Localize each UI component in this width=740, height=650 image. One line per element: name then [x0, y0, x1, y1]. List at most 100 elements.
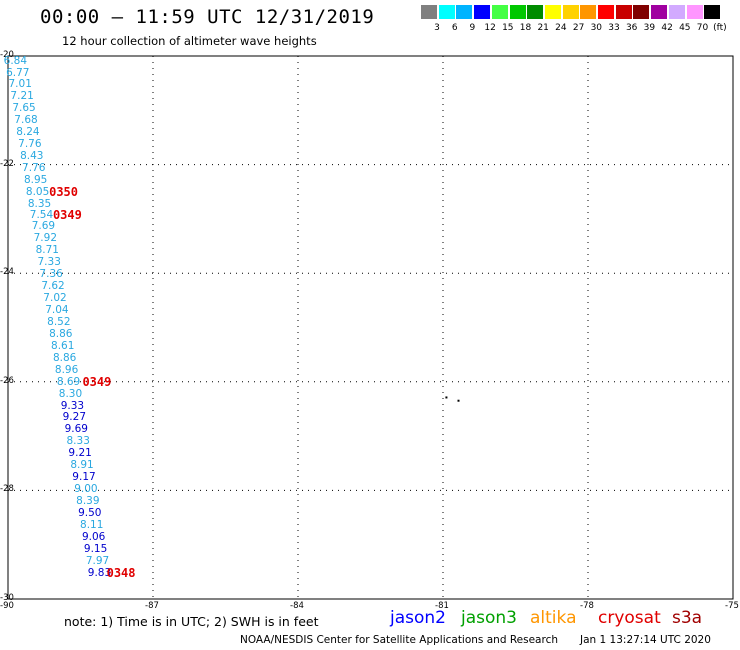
wave-height-value: 7.21 — [10, 90, 34, 102]
pass-time-label: 0349 — [52, 208, 82, 223]
lat-tick-label: -28 — [0, 484, 14, 495]
scale-label: 18 — [519, 23, 532, 33]
scale-label: 12 — [484, 23, 496, 33]
scale-label: 36 — [625, 23, 638, 33]
wave-height-value: 8.95 — [23, 173, 48, 186]
scale-swatch — [438, 5, 455, 19]
wave-height-value: 8.69 — [56, 375, 81, 388]
map-frame — [7, 55, 734, 600]
wave-height-value: 8.91 — [70, 459, 94, 472]
satellite-label-s3a: s3a — [672, 608, 703, 628]
wave-height-value: 7.69 — [31, 220, 56, 233]
wave-height-value: 7.02 — [43, 292, 67, 304]
scale-swatch — [704, 5, 721, 19]
wave-height-value: 9.69 — [64, 423, 88, 436]
wave-height-value: 8.11 — [80, 518, 104, 531]
scale-swatch — [686, 5, 703, 19]
scale-swatch — [615, 5, 632, 19]
wave-height-value: 7.76 — [18, 137, 42, 150]
wave-height-value: 7.04 — [45, 303, 69, 316]
lon-tick-label: -90 — [0, 601, 14, 611]
scale-label: 42 — [661, 23, 673, 33]
scale-swatch — [598, 5, 614, 19]
scale-swatch — [474, 5, 491, 19]
lon-tick-label: -81 — [435, 601, 449, 611]
scale-label: 21 — [537, 23, 549, 33]
wave-height-value: 7.36 — [39, 268, 63, 281]
scale-label: 6 — [451, 23, 458, 33]
scale-label: 45 — [679, 23, 691, 33]
pass-time-label: 0348 — [106, 565, 136, 580]
scale-swatch — [562, 5, 579, 19]
wave-height-value: 9.17 — [72, 471, 96, 484]
map-plot: -20 -22 -24 -26 -28 -30 -90 -87 -84 -81 -78 -75 6.84… — [0, 50, 740, 614]
scale-swatch — [509, 5, 526, 19]
wave-height-value: 8.61 — [51, 339, 75, 352]
wave-height-value: 7.33 — [37, 256, 61, 269]
wave-height-value: 7.65 — [12, 101, 36, 114]
wave-height-value: 9.00 — [74, 483, 98, 496]
pass-time-label: 0350 — [49, 184, 78, 199]
wave-height-value: 8.71 — [35, 244, 59, 257]
scale-label: 3 — [434, 23, 440, 33]
lat-tick-label: -22 — [0, 158, 14, 169]
lat-tick-label: -30 — [0, 593, 14, 603]
wave-height-value: 9.50 — [78, 507, 102, 520]
wave-height-value: 9.27 — [62, 411, 87, 424]
wave-height-value: 6.77 — [6, 66, 30, 79]
wave-height-value: 8.43 — [20, 149, 44, 162]
lon-tick-label: -87 — [145, 601, 159, 611]
map-border — [7, 55, 734, 600]
wave-height-value: 6.84 — [3, 54, 28, 67]
scale-swatch — [421, 5, 437, 19]
scale-label: 30 — [590, 23, 603, 33]
wave-height-value: 7.97 — [85, 554, 110, 567]
wave-height-value: 7.92 — [33, 232, 58, 245]
generation-timestamp: Jan 1 13:27:14 UTC 2020 — [580, 634, 711, 646]
satellite-label-altika: altika — [530, 608, 577, 628]
scale-swatch — [527, 5, 544, 19]
page-subtitle: 12 hour collection of altimeter wave hei… — [62, 34, 317, 48]
wave-height-value: 7.01 — [8, 78, 32, 91]
scale-label: 24 — [555, 23, 567, 33]
wave-height-value: 8.96 — [54, 363, 79, 376]
pass-time-label: 0349 — [82, 374, 112, 389]
wave-height-value: 9.33 — [60, 399, 85, 412]
footer-note: note: 1) Time is in UTC; 2) SWH is in fe… — [64, 614, 319, 629]
lat-tick-label: -24 — [0, 267, 14, 278]
scale-unit: (ft) — [713, 23, 727, 33]
scale-label: 27 — [572, 23, 585, 33]
scale-label: 70 — [696, 23, 709, 33]
wave-height-value: 7.54 — [29, 209, 54, 222]
lon-tick-label: -75 — [725, 601, 739, 611]
wave-height-value: 9.06 — [81, 530, 106, 543]
island-mark — [445, 396, 448, 399]
wave-height-value: 7.68 — [14, 113, 38, 126]
scale-label: 39 — [643, 23, 656, 33]
wave-height-value: 7.76 — [22, 161, 46, 174]
wave-height-value: 7.62 — [41, 280, 65, 293]
lon-tick-label: -78 — [580, 601, 594, 611]
wave-height-value: 8.86 — [52, 351, 77, 364]
scale-swatch — [668, 5, 685, 19]
wave-height-value: 8.33 — [66, 435, 90, 448]
wave-height-value: 8.30 — [58, 387, 83, 400]
page-title: 00:00 – 11:59 UTC 12/31/2019 — [40, 6, 375, 28]
scale-swatch — [633, 5, 650, 19]
wave-height-value: 9.15 — [83, 542, 108, 555]
credit-line: NOAA/NESDIS Center for Satellite Applica… — [240, 634, 558, 646]
scale-label: 15 — [502, 23, 514, 33]
lat-tick-label: -20 — [0, 50, 14, 60]
wave-height-value: 9.83 — [87, 566, 112, 579]
satellite-label-cryosat: cryosat — [598, 608, 661, 628]
satellite-label-jason2: jason2 — [390, 608, 446, 628]
scale-label: 33 — [608, 23, 620, 33]
scale-swatch — [544, 5, 561, 19]
scale-swatch — [651, 5, 668, 19]
lon-tick-label: -84 — [290, 601, 304, 611]
wave-height-value: 9.21 — [68, 447, 92, 460]
scale-swatch — [491, 5, 508, 19]
scale-swatch — [580, 5, 597, 19]
wave-height-value: 8.86 — [49, 327, 73, 340]
satellite-label-jason3: jason3 — [461, 608, 517, 628]
